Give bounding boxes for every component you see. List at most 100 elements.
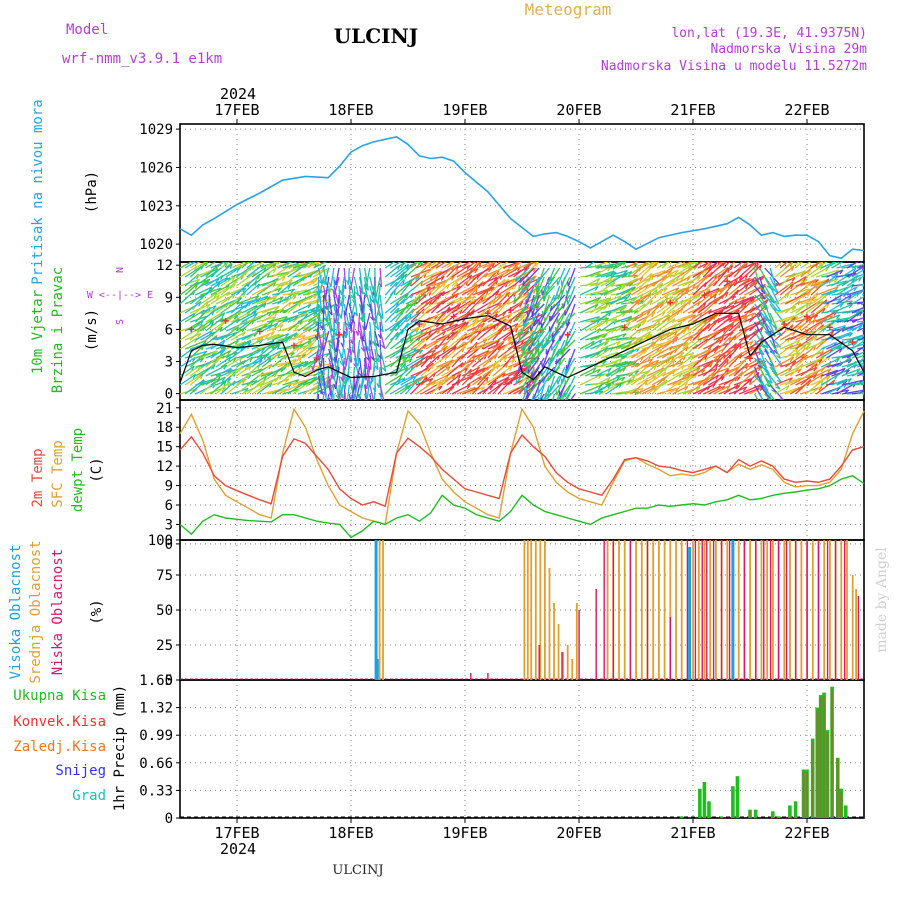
- wind-arrow: [497, 365, 513, 377]
- wind-arrow: [425, 270, 443, 278]
- wind-arrow: [497, 291, 511, 305]
- wind-arrow-head: [363, 324, 367, 330]
- wind-arrow: [374, 339, 380, 362]
- wind-arrow: [338, 285, 341, 303]
- wind-arrow: [728, 340, 749, 350]
- wind-arrow-head: [795, 347, 799, 353]
- wind-arrow-head: [279, 296, 284, 302]
- low-cloud-bar: [826, 540, 829, 680]
- wind-arrow-head: [317, 293, 320, 299]
- wind-arrow: [446, 378, 460, 395]
- wind-arrow-head: [873, 300, 877, 303]
- wind-arrow: [210, 277, 228, 287]
- low-cloud-bar: [694, 540, 697, 680]
- wind-arrow: [267, 271, 291, 278]
- wind-arrow: [492, 324, 507, 341]
- wind-arrow: [502, 266, 521, 278]
- wind-arrow: [220, 325, 240, 341]
- wind-arrow-head: [412, 375, 417, 381]
- wind-arrow: [482, 298, 496, 314]
- wind-arrow: [687, 288, 710, 296]
- wind-arrow: [261, 311, 278, 323]
- wind-arrow: [790, 328, 810, 341]
- wind-arrow: [362, 294, 366, 313]
- wind-arrow: [532, 330, 545, 347]
- wind-arrow-head: [745, 364, 750, 370]
- wind-arrow-head: [528, 388, 532, 394]
- wind-arrow: [420, 264, 439, 278]
- wind-arrow: [723, 289, 739, 305]
- wind-arrow-head: [870, 345, 874, 348]
- wind-arrow-head: [418, 296, 421, 302]
- wind-arrow: [466, 262, 482, 278]
- wind-arrow: [559, 321, 571, 341]
- wind-arrow-head: [509, 365, 513, 372]
- wind-arrow: [431, 363, 450, 377]
- wind-arrow: [764, 366, 773, 384]
- wind-arrow-head: [340, 353, 344, 359]
- wind-arrow: [410, 331, 428, 341]
- wind-arrow: [246, 322, 267, 332]
- wind-arrow-head: [515, 276, 518, 282]
- mid-cloud-bar: [749, 540, 751, 680]
- wind-arrow-head: [717, 251, 718, 256]
- wind-arrow-head: [812, 279, 817, 284]
- wind-arrow: [861, 275, 864, 278]
- wind-arrow-head: [428, 330, 432, 336]
- wind-arrow: [805, 278, 829, 287]
- wind-arrow: [358, 375, 366, 399]
- wind-gust-marker: [849, 339, 856, 346]
- wind-arrow: [738, 384, 761, 395]
- wind-arrow-head: [504, 252, 506, 257]
- wind-arrow: [451, 367, 469, 377]
- wind-arrow-head: [535, 284, 538, 290]
- wind-arrow-head: [368, 380, 372, 386]
- wind-arrow-head: [707, 348, 712, 354]
- wind-arrow: [518, 262, 535, 269]
- wind-arrow-head: [307, 303, 312, 309]
- wind-arrow-head: [483, 255, 485, 260]
- wind-arrow: [200, 334, 218, 350]
- wind-arrow: [615, 315, 633, 323]
- wind-arrow-head: [469, 267, 474, 273]
- wind-arrow-head: [606, 373, 612, 377]
- wind-arrow-head: [746, 262, 748, 263]
- wind-arrow: [312, 289, 332, 305]
- wind-arrow: [646, 367, 665, 377]
- wind-arrow-head: [720, 348, 725, 354]
- wind-arrow: [738, 281, 758, 296]
- wind-arrow: [379, 357, 383, 376]
- wind-arrow: [525, 348, 540, 368]
- wind-arrow: [466, 375, 482, 386]
- wind-arrow-head: [293, 332, 298, 338]
- wind-arrow-head: [725, 291, 729, 297]
- wind-arrow: [230, 311, 251, 323]
- wind-gust-marker: [621, 324, 628, 331]
- mid-cloud-bar: [652, 540, 655, 680]
- wind-arrow: [266, 296, 284, 305]
- wind-arrow: [579, 285, 599, 296]
- wind-arrow: [641, 346, 660, 359]
- wind-arrow-head: [324, 254, 326, 259]
- wind-arrow-head: [866, 343, 870, 346]
- wind-arrow: [205, 312, 222, 323]
- wind-arrow-head: [543, 397, 546, 400]
- wind-arrow-head: [354, 356, 358, 362]
- wind-arrow-head: [869, 305, 872, 309]
- wind-arrow-head: [738, 275, 743, 281]
- wind-arrow-head: [440, 318, 444, 324]
- wind-arrow-head: [497, 262, 501, 264]
- wind-gust-marker: [701, 292, 708, 299]
- wind-arrow-head: [222, 347, 227, 353]
- bottom-date-axis: 17FEB 18FEB 19FEB 20FEB 21FEB 22FEB: [214, 818, 830, 842]
- wind-arrow: [841, 267, 857, 278]
- wind-arrow: [631, 262, 652, 269]
- wind-arrow: [537, 375, 550, 394]
- wind-arrow: [605, 376, 626, 386]
- wind-arrow: [210, 262, 227, 269]
- wind-arrow: [344, 366, 350, 390]
- wind-arrow: [661, 269, 679, 278]
- low-cloud-bar: [777, 540, 780, 680]
- wind-arrow: [702, 262, 710, 269]
- mid-cloud-bar: [378, 540, 381, 680]
